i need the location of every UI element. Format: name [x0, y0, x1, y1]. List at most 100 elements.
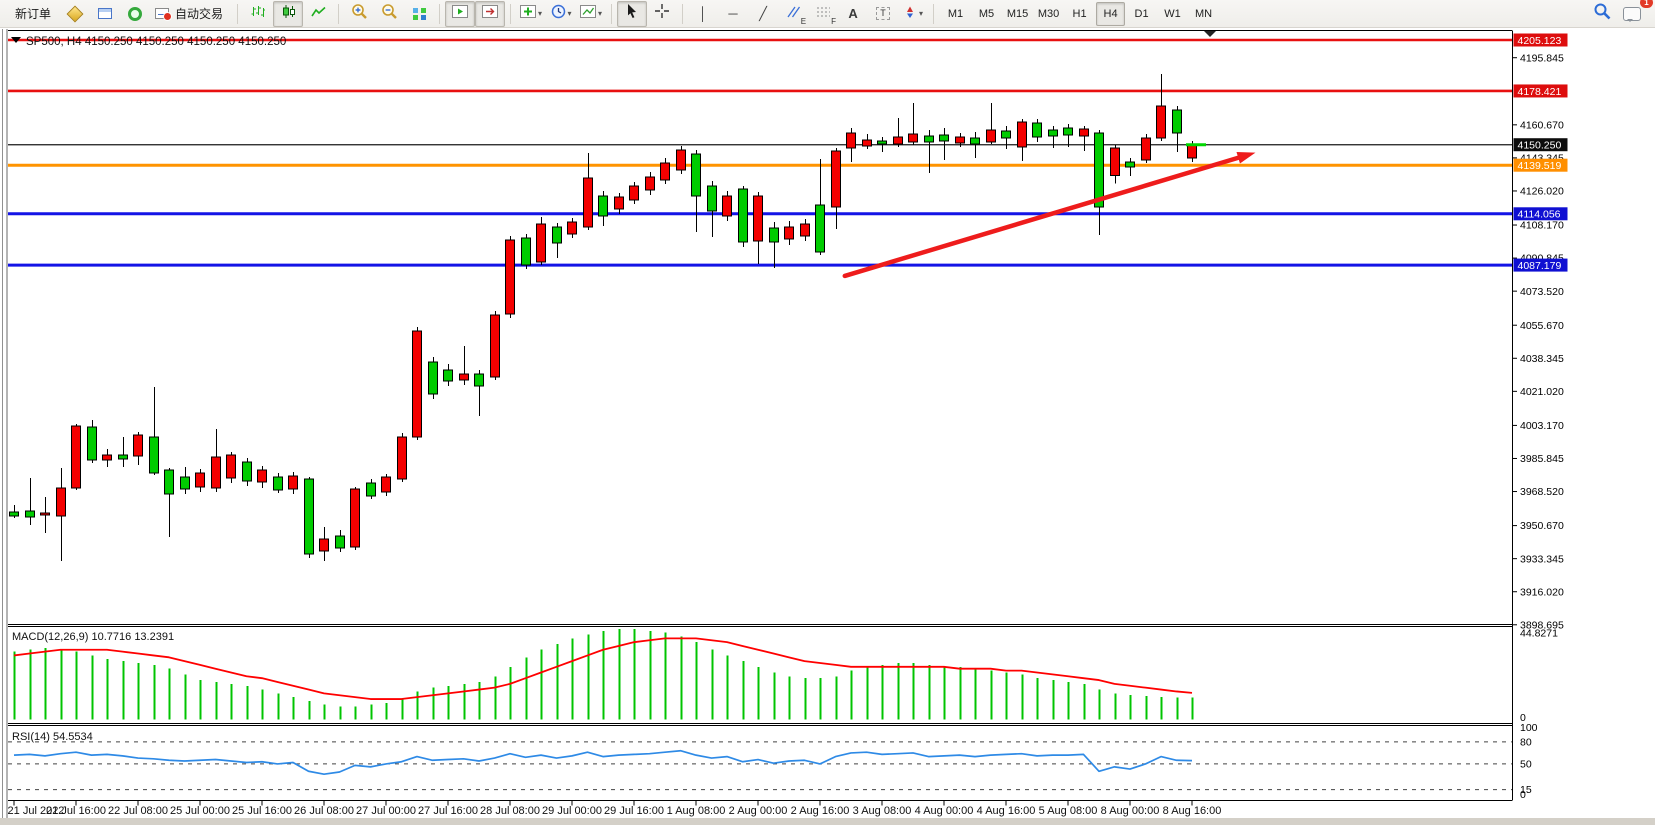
svg-text:27 Jul 00:00: 27 Jul 00:00	[356, 805, 416, 817]
zoom-in-button[interactable]	[344, 1, 374, 27]
search-icon	[1593, 2, 1612, 26]
svg-text:3933.345: 3933.345	[1520, 553, 1564, 565]
svg-text:29 Jul 16:00: 29 Jul 16:00	[604, 805, 664, 817]
svg-text:29 Jul 00:00: 29 Jul 00:00	[542, 805, 602, 817]
timeframe-button-m30[interactable]: M30	[1037, 7, 1060, 20]
svg-text:25 Jul 00:00: 25 Jul 00:00	[170, 805, 230, 817]
toolbar: 新订单 自动交易 ▾ ▾ ▾ │ ─ ╱ E F A T ▾ M1 M5 M15 M30 H1 H4 D1 W1 MN 1	[0, 0, 1655, 28]
svg-text:4195.845: 4195.845	[1520, 52, 1564, 64]
templates-button[interactable]: ▾	[576, 1, 606, 27]
chevron-down-icon: ▾	[538, 9, 543, 18]
line-chart-button[interactable]	[303, 1, 333, 27]
toolbar-separator	[933, 3, 935, 24]
candles	[9, 74, 1197, 562]
chevron-down-icon: ▾	[567, 9, 572, 18]
timeframe-button-m1[interactable]: M1	[947, 7, 964, 20]
trend-arrow-annotation[interactable]	[842, 152, 1256, 279]
svg-text:4038.345: 4038.345	[1520, 353, 1564, 365]
svg-text:4055.670: 4055.670	[1520, 320, 1564, 332]
timeframe-button-h1[interactable]: H1	[1072, 7, 1087, 20]
panel-borders	[8, 30, 1513, 801]
svg-text:8 Aug 16:00: 8 Aug 16:00	[1163, 805, 1222, 817]
timeframe-button-m15[interactable]: M15	[1006, 7, 1029, 20]
toolbar-separator	[682, 3, 684, 24]
text-button[interactable]: A	[838, 1, 868, 27]
toolbar-separator	[611, 3, 613, 24]
chart-window-icon[interactable]	[90, 1, 120, 27]
new-order-button-label: 新订单	[15, 7, 52, 21]
auto-trading-button-label: 自动交易	[175, 7, 224, 21]
vertical-line-button[interactable]: │	[688, 1, 718, 27]
rsi-panel: 100 80 50 150 RSI(14) 54.5534	[8, 722, 1538, 801]
template-icon	[580, 4, 597, 23]
svg-text:44.8271: 44.8271	[1520, 628, 1558, 640]
text-label-button[interactable]: T	[868, 1, 898, 27]
timeframe-button-m5[interactable]: M5	[978, 7, 995, 20]
svg-text:4160.670: 4160.670	[1520, 119, 1564, 131]
svg-text:3950.670: 3950.670	[1520, 520, 1564, 532]
text-label-button-glyph: T	[876, 7, 890, 20]
auto-trading-button[interactable]: 自动交易	[150, 1, 232, 27]
timeframe-button-w1[interactable]: W1	[1164, 7, 1181, 20]
chevron-down-icon: ▾	[598, 9, 603, 18]
cursor-arrow-icon	[624, 3, 640, 24]
periods-button[interactable]: ▾	[546, 1, 576, 27]
svg-text:50: 50	[1520, 759, 1532, 771]
zoom-out-button[interactable]	[374, 1, 404, 27]
fibonacci-button-letter: F	[831, 16, 837, 26]
svg-text:15: 15	[1520, 784, 1532, 796]
chart-title: SP500, H4 4150.250 4150.250 4150.250 415…	[11, 31, 1216, 48]
trendline-button[interactable]: ╱	[748, 1, 778, 27]
timeframe-group: M1 M5 M15 M30 H1 H4 D1 W1 MN	[939, 1, 1220, 27]
gold-diamond-icon[interactable]	[60, 1, 90, 27]
timeframe-button-mn[interactable]: MN	[1194, 7, 1213, 20]
chart-shift-button[interactable]	[475, 0, 506, 27]
svg-text:3 Aug 08:00: 3 Aug 08:00	[853, 805, 912, 817]
chart-shift-icon	[482, 4, 499, 23]
svg-text:1 Aug 08:00: 1 Aug 08:00	[667, 805, 726, 817]
search-button[interactable]	[1587, 1, 1617, 27]
auto-scroll-button[interactable]	[445, 0, 476, 27]
tile-windows-button[interactable]	[404, 1, 434, 27]
clock-icon	[551, 4, 566, 24]
svg-text:25 Jul 16:00: 25 Jul 16:00	[232, 805, 292, 817]
notifications-button[interactable]: 1	[1617, 0, 1653, 27]
svg-text:21 Jul 16:00: 21 Jul 16:00	[46, 805, 106, 817]
bar-chart-button[interactable]	[243, 1, 273, 27]
svg-text:5 Aug 08:00: 5 Aug 08:00	[1039, 805, 1098, 817]
text-button-glyph: A	[848, 6, 858, 21]
svg-text:27 Jul 16:00: 27 Jul 16:00	[418, 805, 478, 817]
toolbar-separator	[439, 3, 441, 24]
toolbar-separator	[237, 3, 239, 24]
timeframe-button-d1[interactable]: D1	[1134, 7, 1149, 20]
arrows-button[interactable]: ▾	[898, 1, 928, 27]
svg-text:3985.845: 3985.845	[1520, 453, 1564, 465]
horizontal-line-button[interactable]: ─	[718, 1, 748, 27]
signals-icon[interactable]	[120, 1, 150, 27]
indicators-button[interactable]: ▾	[516, 1, 546, 27]
autotrade-icon	[155, 8, 173, 21]
blue-window-icon	[98, 8, 113, 19]
svg-text:4073.520: 4073.520	[1520, 286, 1564, 298]
new-order-button[interactable]: 新订单	[6, 1, 60, 27]
candlestick-button[interactable]	[273, 0, 304, 27]
svg-text:3968.520: 3968.520	[1520, 486, 1564, 498]
svg-text:4150.250: 4150.250	[1518, 140, 1562, 152]
tile-icon	[412, 7, 426, 20]
svg-text:4205.123: 4205.123	[1518, 35, 1562, 47]
cursor-button[interactable]	[617, 0, 648, 27]
equidistant-channel-button[interactable]: E	[778, 1, 808, 27]
svg-text:4 Aug 16:00: 4 Aug 16:00	[977, 805, 1036, 817]
indicator-plus-icon	[520, 4, 537, 23]
svg-text:22 Jul 08:00: 22 Jul 08:00	[108, 805, 168, 817]
crosshair-button[interactable]	[647, 1, 677, 27]
zoom-out-icon	[381, 3, 398, 25]
price-axis[interactable]: 4195.8454160.6704143.3454126.0204108.170…	[1513, 33, 1568, 632]
chart-list-dropdown-icon[interactable]	[11, 37, 21, 43]
fibonacci-button[interactable]: F	[808, 1, 838, 27]
svg-text:0: 0	[1520, 789, 1526, 801]
crosshair-icon	[654, 3, 670, 24]
timeframe-button-h4[interactable]: H4	[1096, 1, 1126, 26]
